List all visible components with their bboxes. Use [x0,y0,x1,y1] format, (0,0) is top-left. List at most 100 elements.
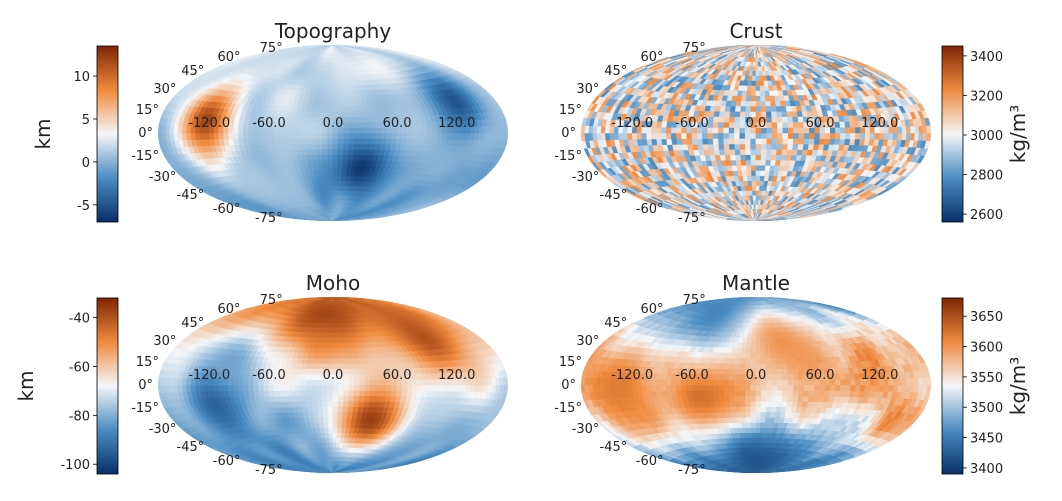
map-cell [411,132,418,140]
map-cell [268,132,275,139]
map-cell [724,148,731,156]
map-cell [613,132,620,140]
map-cell [869,132,876,140]
map-cell [295,143,302,150]
map-cell [343,121,350,128]
map-cell [213,132,220,140]
map-cell [760,154,767,161]
colorbar-tick-label: 0 [82,156,90,171]
map-cell [369,116,376,123]
map-cell [879,132,885,140]
map-cell [781,143,789,150]
map-cell [284,143,292,150]
map-cell [323,84,330,91]
map-cell [343,143,350,150]
map-cell [332,180,338,186]
map-cell [332,80,338,86]
map-cell [755,105,762,112]
map-cell [840,132,847,140]
map-cell [364,138,371,145]
map-cell [380,132,387,139]
map-cell [655,126,662,134]
map-cell [375,121,382,128]
map-cell [328,85,334,91]
map-cell [284,132,291,139]
map-cell [734,149,741,155]
map-cell [301,148,308,156]
map-cell [651,132,657,140]
map-cell [329,65,334,72]
map-cell [427,132,434,140]
map-cell [734,138,741,145]
map-cell [750,132,757,139]
map-cell [422,126,429,134]
map-cell [766,143,773,150]
map-cell [327,148,334,155]
map-cell [766,138,773,145]
panel-topography: Topography-120.0 -60.0 0.0 60.0 120.075°60°4… [31,19,508,226]
map-cell [751,80,757,86]
map-cell [734,132,741,139]
map-cell [327,154,334,161]
map-cell [318,170,325,176]
map-cell [729,105,737,112]
map-cell [318,90,325,96]
map-cell [436,132,443,140]
map-cell [232,126,239,134]
map-cell [755,100,762,107]
map-cell [718,138,725,145]
map-cell [819,132,826,140]
map-cell [755,75,761,81]
map-cell [723,116,731,123]
map-cell [469,132,476,140]
map-cell [850,126,857,134]
map-cell [375,132,382,139]
map-cell [755,132,762,139]
map-cell [739,121,746,128]
map-cell [752,65,757,72]
map-cell [311,132,318,139]
map-cell [755,170,761,176]
map-cell [328,170,334,176]
latitude-label: -15° [131,149,159,164]
map-cell [713,116,720,123]
map-cell [329,61,334,67]
map-cell [456,132,462,140]
map-cell [746,175,753,182]
map-cell [328,90,334,96]
map-cell [401,132,408,139]
map-cell [781,116,789,123]
map-cell [744,143,752,150]
map-cell [324,180,330,186]
map-cell [755,164,762,171]
map-cell [755,180,761,186]
map-cell [316,132,323,139]
map-cell [718,121,725,128]
map-cell [864,132,871,140]
map-cell [888,132,894,140]
map-cell [332,45,349,46]
map-cell [343,138,350,145]
map-cell [681,132,688,139]
map-cell [322,100,329,107]
map-cell [724,110,731,118]
map-cell [332,148,339,155]
map-cell [427,126,434,134]
map-cell [744,132,751,139]
map-cell [312,159,319,166]
map-cell [753,204,757,210]
map-cell [503,132,508,142]
map-cell [328,75,334,81]
map-cell [723,121,730,128]
map-cell [348,127,355,134]
map-cell [665,126,672,134]
map-cell [328,175,334,181]
map-cell [760,164,767,171]
map-cell [814,132,821,139]
map-cell [369,143,376,150]
map-cell [770,154,777,161]
map-cell [707,132,714,139]
map-cell [311,138,318,145]
map-cell [798,132,805,139]
